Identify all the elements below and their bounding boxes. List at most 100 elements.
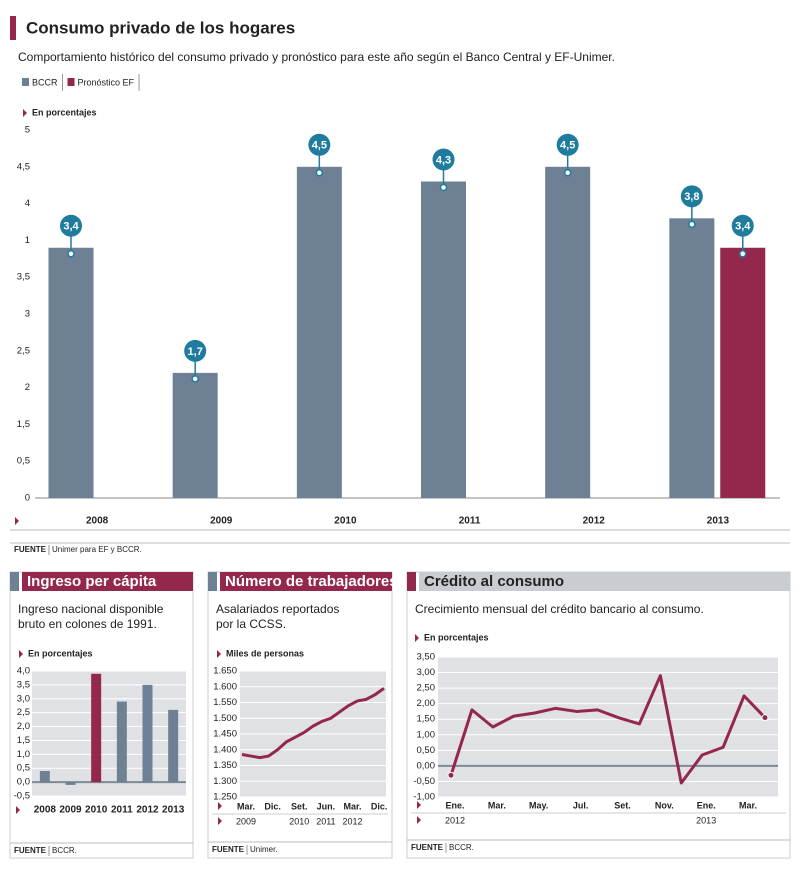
chart-title: Consumo privado de los hogares — [26, 18, 295, 37]
y-tick-label: 1.650 — [213, 666, 237, 677]
label-dot — [315, 169, 324, 177]
end-marker — [761, 714, 769, 722]
data-label: 4,3 — [436, 154, 451, 166]
bar — [91, 673, 102, 783]
y-tick-label: 4,5 — [17, 161, 30, 172]
x-tick-label: Nov. — [655, 800, 674, 810]
x-tick-label: 2009 — [59, 805, 82, 816]
arrow-icon — [218, 817, 222, 825]
y-tick-label: 0,5 — [17, 456, 30, 467]
x-tick-label: 2009 — [210, 516, 233, 527]
bar — [669, 218, 715, 498]
arrow-icon — [16, 806, 20, 814]
x-group-label: 2009 — [236, 816, 256, 826]
x-tick-label: 2013 — [707, 516, 730, 527]
y-tick-label: 1.550 — [213, 697, 237, 708]
bar — [116, 701, 127, 783]
label-dot — [439, 183, 448, 192]
x-tick-label: 2011 — [111, 805, 133, 816]
panel-title: Número de trabajadores — [225, 573, 398, 590]
x-tick-label: 2010 — [334, 516, 357, 527]
y-tick-label: 3 — [25, 309, 30, 320]
x-group-label: 2012 — [445, 815, 465, 825]
source-label: FUENTE — [212, 845, 245, 854]
x-tick-label: 2012 — [583, 516, 606, 527]
x-group-label: 2011 — [316, 816, 335, 826]
arrow-icon — [217, 650, 221, 658]
panel-subtitle: bruto en colones de 1991. — [18, 617, 157, 631]
x-tick-label: Mar. — [488, 800, 506, 810]
bar — [39, 771, 50, 783]
y-tick-label: 1.250 — [213, 792, 237, 803]
y-tick-label: 1.400 — [213, 744, 237, 755]
bar — [296, 166, 342, 499]
panel-subtitle: Ingreso nacional disponible — [18, 602, 164, 616]
label-bubble — [60, 214, 83, 237]
legend-label: Pronóstico EF — [78, 77, 135, 87]
label-dot — [739, 250, 747, 258]
data-label: 3,4 — [735, 221, 751, 233]
bar — [421, 181, 467, 498]
axis-unit-label: Miles de personas — [226, 648, 304, 658]
x-tick-label: Mar. — [237, 801, 255, 811]
source-text: BCCR. — [449, 843, 474, 852]
y-tick-label: 2 — [25, 382, 30, 393]
label-bubble — [556, 133, 579, 156]
y-tick-label: 1,5 — [17, 735, 30, 746]
y-tick-label: 1.600 — [213, 681, 237, 692]
x-tick-label: Ene. — [697, 800, 716, 810]
y-tick-label: 2,00 — [417, 698, 436, 709]
bar — [168, 709, 179, 783]
axis-unit-label: En porcentajes — [32, 107, 97, 117]
panel-accent — [10, 572, 19, 591]
x-group-label: 2010 — [289, 816, 309, 826]
x-tick-label: Set. — [291, 801, 308, 811]
x-tick-label: Ene. — [445, 800, 464, 810]
y-tick-label: 1.500 — [213, 713, 237, 724]
plot-area — [438, 657, 778, 797]
chart-subtitle: Comportamiento histórico del consumo pri… — [18, 50, 615, 64]
source-text: Unimer para EF y BCCR. — [52, 545, 142, 554]
x-tick-label: Mar. — [343, 801, 361, 811]
arrow-icon — [15, 517, 19, 525]
label-bubble — [432, 148, 455, 171]
y-tick-label: 1,50 — [417, 714, 436, 725]
y-tick-label: -0,50 — [413, 776, 435, 787]
bar — [65, 782, 76, 785]
axis-unit-label: En porcentajes — [424, 632, 489, 642]
x-tick-label: Dic. — [264, 801, 281, 811]
x-tick-label: Set. — [614, 800, 631, 810]
x-tick-label: 2011 — [459, 516, 481, 527]
y-tick-label: 0,5 — [17, 763, 30, 774]
x-tick-label: 2008 — [34, 805, 57, 816]
arrow-icon — [415, 634, 419, 642]
panel-title: Ingreso per cápita — [27, 573, 157, 590]
x-tick-label: 2010 — [85, 805, 108, 816]
arrow-icon — [218, 802, 222, 810]
data-label: 3,4 — [63, 221, 79, 233]
panel-title: Crédito al consumo — [424, 573, 564, 590]
y-tick-label: 3,50 — [417, 652, 436, 663]
label-bubble — [731, 214, 754, 237]
data-label: 3,8 — [684, 191, 699, 203]
y-tick-label: 1.300 — [213, 776, 237, 787]
y-tick-label: 2,5 — [17, 707, 30, 718]
x-tick-label: May. — [529, 800, 548, 810]
panel-subtitle: Asalariados reportados — [216, 602, 339, 616]
bar — [545, 166, 591, 499]
line-series — [241, 687, 385, 760]
legend-label: BCCR — [32, 77, 58, 87]
y-tick-label: 0,0 — [17, 777, 30, 788]
x-group-label: 2013 — [696, 815, 716, 825]
data-label: 4,5 — [312, 140, 327, 152]
y-tick-label: 0,50 — [417, 745, 436, 756]
y-tick-label: 1,00 — [417, 729, 436, 740]
y-tick-label: 2,5 — [17, 345, 30, 356]
x-tick-label: Dic. — [371, 801, 388, 811]
axis-unit-label: En porcentajes — [28, 648, 93, 658]
y-tick-label: 1.450 — [213, 729, 237, 740]
label-dot — [563, 169, 572, 177]
y-tick-label: 5 — [25, 125, 30, 136]
y-tick-label: 3,0 — [17, 693, 30, 704]
